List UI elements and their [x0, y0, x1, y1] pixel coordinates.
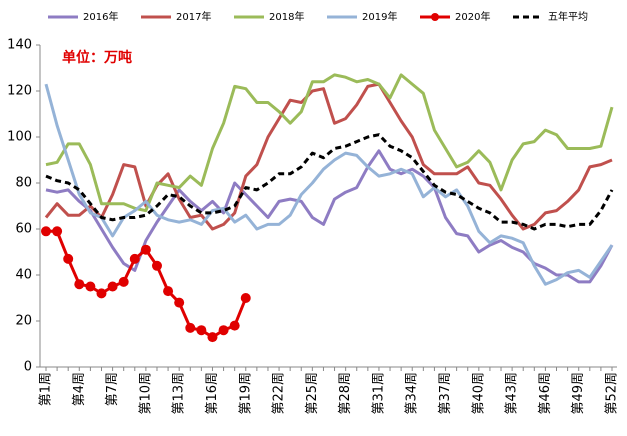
point: [85, 281, 96, 292]
point: [240, 293, 251, 303]
point: [218, 325, 229, 336]
x-tick-label: 第16周: [205, 372, 220, 415]
y-tick-label: 140: [7, 38, 32, 53]
legend-label: 2016年: [83, 10, 118, 23]
legend-label: 五年平均: [548, 10, 588, 23]
y-tick-label: 60: [15, 222, 32, 237]
x-tick-label: 第1周: [39, 372, 54, 406]
x-tick-label: 第43周: [505, 372, 520, 415]
x-tick-label: 第46周: [538, 372, 553, 415]
point: [174, 297, 185, 308]
point: [129, 253, 140, 264]
legend-label: 2019年: [362, 10, 397, 23]
point: [151, 260, 162, 271]
point: [229, 320, 240, 331]
x-tick-label: 第37周: [438, 372, 453, 415]
point: [63, 253, 74, 264]
y-tick-label: 0: [24, 360, 32, 375]
series-line: [44, 83, 614, 286]
series-line: [45, 73, 614, 213]
x-tick-label: 第7周: [105, 372, 120, 406]
point: [163, 286, 174, 297]
point: [41, 226, 51, 237]
point: [140, 244, 151, 255]
point: [107, 281, 118, 292]
x-tick-label: 第52周: [605, 372, 620, 415]
point: [52, 226, 63, 237]
point: [118, 276, 129, 287]
series-line: [45, 133, 614, 231]
point: [196, 325, 207, 336]
legend-label: 2020年: [455, 10, 490, 23]
x-tick-label: 第34周: [405, 372, 420, 415]
x-tick-label: 第4周: [72, 372, 87, 406]
legend-marker: [431, 13, 439, 21]
unit-annotation: 单位：万吨: [62, 49, 132, 66]
x-tick-label: 第28周: [338, 372, 353, 415]
y-tick-label: 40: [15, 268, 32, 283]
x-tick-label: 第31周: [371, 372, 386, 415]
x-tick-label: 第40周: [471, 372, 486, 415]
x-tick-label: 第22周: [272, 372, 287, 415]
point: [207, 332, 218, 343]
x-tick-label: 第49周: [571, 372, 586, 415]
point: [96, 288, 107, 299]
legend-label: 2017年: [176, 10, 211, 23]
y-tick-label: 100: [7, 130, 32, 145]
y-tick-label: 80: [15, 176, 32, 191]
point: [74, 279, 85, 290]
y-tick-label: 20: [15, 314, 32, 329]
point: [185, 322, 196, 333]
y-tick-label: 120: [7, 84, 32, 99]
x-tick-label: 第19周: [238, 372, 253, 415]
x-tick-label: 第10周: [138, 372, 153, 415]
x-tick-label: 第25周: [305, 372, 320, 415]
legend-label: 2018年: [269, 10, 304, 23]
x-tick-label: 第13周: [172, 372, 187, 415]
